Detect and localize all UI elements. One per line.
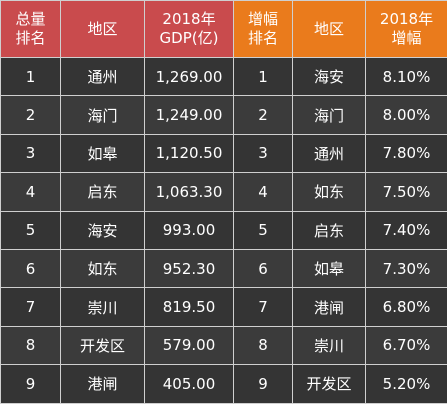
- table-row: 9 港闸 405.00 9 开发区 5.20%: [1, 365, 447, 403]
- rank-cell: 5: [1, 211, 61, 249]
- header-growth: 2018年 增幅: [366, 1, 447, 58]
- growth-region-cell: 海门: [293, 96, 366, 134]
- growth-cell: 7.30%: [366, 249, 447, 287]
- growth-region-cell: 崇川: [293, 326, 366, 364]
- rank-cell: 6: [1, 249, 61, 287]
- growth-cell: 8.10%: [366, 58, 447, 96]
- gdp-cell: 579.00: [145, 326, 234, 364]
- rank-cell: 7: [1, 288, 61, 326]
- growth-region-cell: 港闸: [293, 288, 366, 326]
- region-cell: 海门: [61, 96, 145, 134]
- growth-rank-cell: 4: [234, 173, 293, 211]
- table-row: 4 启东 1,063.30 4 如东 7.50%: [1, 173, 447, 211]
- table-row: 5 海安 993.00 5 启东 7.40%: [1, 211, 447, 249]
- table-row: 7 崇川 819.50 7 港闸 6.80%: [1, 288, 447, 326]
- growth-cell: 7.50%: [366, 173, 447, 211]
- region-cell: 如皋: [61, 134, 145, 172]
- growth-region-cell: 启东: [293, 211, 366, 249]
- gdp-cell: 1,063.30: [145, 173, 234, 211]
- header-gdp: 2018年 GDP(亿): [145, 1, 234, 58]
- growth-rank-cell: 6: [234, 249, 293, 287]
- table-row: 6 如东 952.30 6 如皋 7.30%: [1, 249, 447, 287]
- region-cell: 港闸: [61, 365, 145, 403]
- growth-cell: 7.40%: [366, 211, 447, 249]
- region-cell: 通州: [61, 58, 145, 96]
- growth-cell: 8.00%: [366, 96, 447, 134]
- table-row: 1 通州 1,269.00 1 海安 8.10%: [1, 58, 447, 96]
- gdp-cell: 405.00: [145, 365, 234, 403]
- growth-rank-cell: 8: [234, 326, 293, 364]
- gdp-cell: 1,120.50: [145, 134, 234, 172]
- gdp-cell: 952.30: [145, 249, 234, 287]
- growth-region-cell: 通州: [293, 134, 366, 172]
- growth-region-cell: 如皋: [293, 249, 366, 287]
- header-growth-rank: 增幅 排名: [234, 1, 293, 58]
- growth-region-cell: 开发区: [293, 365, 366, 403]
- growth-region-cell: 海安: [293, 58, 366, 96]
- growth-rank-cell: 9: [234, 365, 293, 403]
- growth-cell: 6.80%: [366, 288, 447, 326]
- rank-cell: 2: [1, 96, 61, 134]
- growth-region-cell: 如东: [293, 173, 366, 211]
- growth-rank-cell: 7: [234, 288, 293, 326]
- table-body: 1 通州 1,269.00 1 海安 8.10% 2 海门 1,249.00 2…: [1, 58, 447, 404]
- rank-cell: 8: [1, 326, 61, 364]
- growth-cell: 7.80%: [366, 134, 447, 172]
- growth-rank-cell: 5: [234, 211, 293, 249]
- growth-rank-cell: 1: [234, 58, 293, 96]
- table-row: 2 海门 1,249.00 2 海门 8.00%: [1, 96, 447, 134]
- region-cell: 开发区: [61, 326, 145, 364]
- rank-cell: 1: [1, 58, 61, 96]
- growth-rank-cell: 3: [234, 134, 293, 172]
- gdp-cell: 993.00: [145, 211, 234, 249]
- header-total-rank: 总量 排名: [1, 1, 61, 58]
- region-cell: 如东: [61, 249, 145, 287]
- growth-rank-cell: 2: [234, 96, 293, 134]
- rank-cell: 3: [1, 134, 61, 172]
- gdp-cell: 1,269.00: [145, 58, 234, 96]
- gdp-cell: 819.50: [145, 288, 234, 326]
- region-cell: 海安: [61, 211, 145, 249]
- table-row: 3 如皋 1,120.50 3 通州 7.80%: [1, 134, 447, 172]
- header-region: 地区: [61, 1, 145, 58]
- region-cell: 崇川: [61, 288, 145, 326]
- gdp-cell: 1,249.00: [145, 96, 234, 134]
- header-row: 总量 排名 地区 2018年 GDP(亿) 增幅 排名 地区 2018年 增幅: [1, 1, 447, 58]
- growth-cell: 6.70%: [366, 326, 447, 364]
- header-growth-region: 地区: [293, 1, 366, 58]
- table-row: 8 开发区 579.00 8 崇川 6.70%: [1, 326, 447, 364]
- growth-cell: 5.20%: [366, 365, 447, 403]
- rank-cell: 9: [1, 365, 61, 403]
- region-cell: 启东: [61, 173, 145, 211]
- rank-cell: 4: [1, 173, 61, 211]
